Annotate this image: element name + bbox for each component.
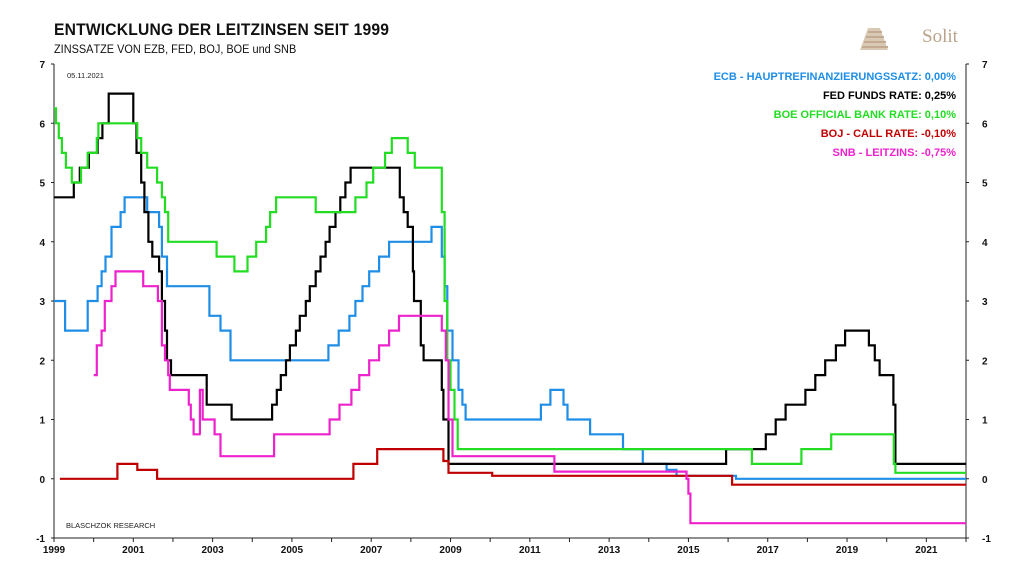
chart-series [54, 92, 966, 525]
x-tick-label: 2001 [122, 545, 145, 556]
y-tick-label-left: -1 [36, 534, 45, 545]
chart-legend: ECB - HAUPTREFINANZIERUNGSSATZ: 0,00% FED… [714, 71, 957, 159]
y-tick-label-left: 7 [39, 60, 45, 71]
y-tick-label-right: 5 [982, 179, 988, 190]
chart-axes: -1 -1 0 0 1 1 2 2 3 3 4 4 5 5 6 6 7 7 1999 2001 2003 2005 2007… [36, 60, 991, 556]
x-tick-label: 2021 [915, 545, 938, 556]
x-tick-label: 2015 [677, 545, 700, 556]
series-line-2 [54, 107, 966, 474]
x-tick-label: 1999 [43, 545, 66, 556]
legend-item-4: SNB - LEITZINS: -0,75% [833, 147, 957, 159]
x-tick-label: 2011 [519, 545, 541, 556]
y-tick-label-right: -1 [982, 534, 991, 545]
y-tick-label-left: 6 [39, 119, 45, 130]
y-tick-label-left: 2 [39, 356, 45, 367]
chart-subtitle: ZINSSÄTZE VON EZB, FED, BOJ, BOE und SNB [54, 44, 297, 56]
x-tick-label: 2019 [836, 545, 859, 556]
legend-item-0: ECB - HAUPTREFINANZIERUNGSSATZ: 0,00% [714, 71, 957, 83]
series-line-4 [93, 270, 966, 525]
source-label: BLASCHZOK RESEARCH [66, 521, 155, 530]
x-tick-label: 2003 [201, 545, 224, 556]
legend-item-1: FED FUNDS RATE: 0,25% [823, 90, 956, 102]
y-tick-label-left: 4 [39, 238, 45, 249]
y-tick-label-right: 3 [982, 297, 988, 308]
y-tick-label-right: 6 [982, 119, 988, 130]
x-tick-label: 2005 [281, 545, 304, 556]
legend-item-3: BOJ - CALL RATE: -0,10% [821, 128, 956, 140]
x-tick-label: 2013 [598, 545, 621, 556]
series-line-1 [54, 92, 966, 465]
y-tick-label-right: 1 [982, 416, 988, 427]
y-tick-label-left: 3 [39, 297, 45, 308]
y-tick-label-left: 5 [39, 179, 45, 190]
x-tick-label: 2009 [439, 545, 462, 556]
series-line-3 [59, 448, 966, 486]
y-tick-label-right: 4 [982, 238, 988, 249]
y-tick-label-right: 7 [982, 60, 988, 71]
y-tick-label-right: 0 [982, 475, 988, 486]
y-tick-label-left: 0 [39, 475, 45, 486]
x-tick-label: 2007 [360, 545, 383, 556]
date-stamp: 05.11.2021 [67, 71, 104, 80]
y-tick-label-left: 1 [39, 416, 45, 427]
brand-logo-icon [860, 28, 888, 50]
x-tick-label: 2017 [757, 545, 780, 556]
legend-item-2: BOE OFFICIAL BANK RATE: 0,10% [774, 109, 957, 121]
series-line-0 [54, 196, 966, 480]
y-tick-label-right: 2 [982, 356, 988, 367]
brand-name: Solit [922, 26, 958, 47]
chart-title: ENTWICKLUNG DER LEITZINSEN SEIT 1999 [54, 20, 390, 39]
